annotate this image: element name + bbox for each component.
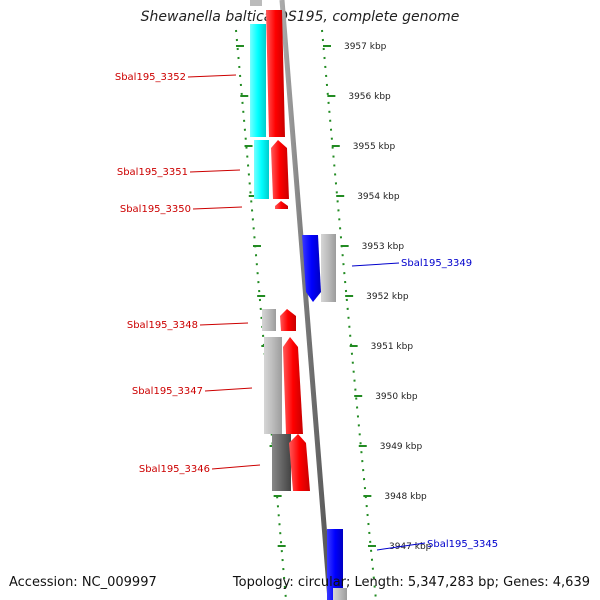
gene-arrow-red [283, 337, 303, 434]
gene-label[interactable]: Sbal195_3350 [120, 204, 191, 215]
gene-block-gray [321, 234, 336, 302]
scale-label: 3951 kbp [371, 342, 414, 352]
gene-block-gray [333, 588, 347, 600]
gene-block-gray [264, 337, 282, 434]
scale-label: 3954 kbp [357, 192, 400, 202]
scale-label: 3956 kbp [348, 92, 391, 102]
scale-label: 3948 kbp [384, 492, 427, 502]
gene-block-cyan [254, 140, 269, 199]
gene-label[interactable]: Sbal195_3349 [401, 258, 472, 269]
gene-arrow-blue [327, 529, 343, 600]
gene-arrow-red [280, 309, 296, 331]
gene-arrow-red [275, 201, 288, 209]
gene-block-gray [262, 309, 276, 331]
gene-label[interactable]: Sbal195_3345 [427, 539, 498, 550]
map-title: Shewanella baltica OS195, complete genom… [140, 9, 460, 25]
gene-label[interactable]: Sbal195_3351 [117, 167, 188, 178]
scale-ticks [235, 45, 376, 547]
dotted-circle-left [235, 29, 287, 600]
genome-backbone-top [250, 0, 262, 6]
scale-label: 3955 kbp [353, 142, 396, 152]
dotted-circle-right [321, 29, 377, 600]
scale-label: 3947 kbp [389, 542, 432, 552]
gene-label[interactable]: Sbal195_3348 [127, 320, 198, 331]
label-leader-lines [187, 74, 426, 551]
scale-label: 3950 kbp [375, 392, 418, 402]
gene-label[interactable]: Sbal195_3346 [139, 464, 210, 475]
gene-arrow-red [266, 10, 285, 137]
accession-text: Accession: NC_009997 [9, 575, 157, 590]
gene-track-forward [250, 10, 310, 491]
gene-block-gray-dark [272, 434, 291, 491]
gene-label[interactable]: Sbal195_3347 [132, 386, 203, 397]
gene-arrow-red [289, 434, 310, 491]
gene-block-cyan [250, 24, 266, 137]
scale-label: 3949 kbp [380, 442, 423, 452]
scale-label: 3952 kbp [366, 292, 409, 302]
scale-label: 3957 kbp [344, 42, 387, 52]
gene-arrow-red [271, 140, 289, 199]
scale-label: 3953 kbp [362, 242, 405, 252]
scale-labels: 3957 kbp 3956 kbp 3955 kbp 3954 kbp 3953 kbp… [344, 42, 432, 552]
gene-track-reverse [302, 234, 347, 600]
gene-label[interactable]: Sbal195_3352 [115, 72, 186, 83]
gene-arrow-blue [302, 235, 321, 302]
topology-text: Topology: circular; Length: 5,347,283 bp… [232, 575, 590, 590]
genome-backbone [279, 0, 333, 600]
gene-labels: Sbal195_3352 Sbal195_3351 Sbal195_3350 S… [115, 72, 498, 550]
